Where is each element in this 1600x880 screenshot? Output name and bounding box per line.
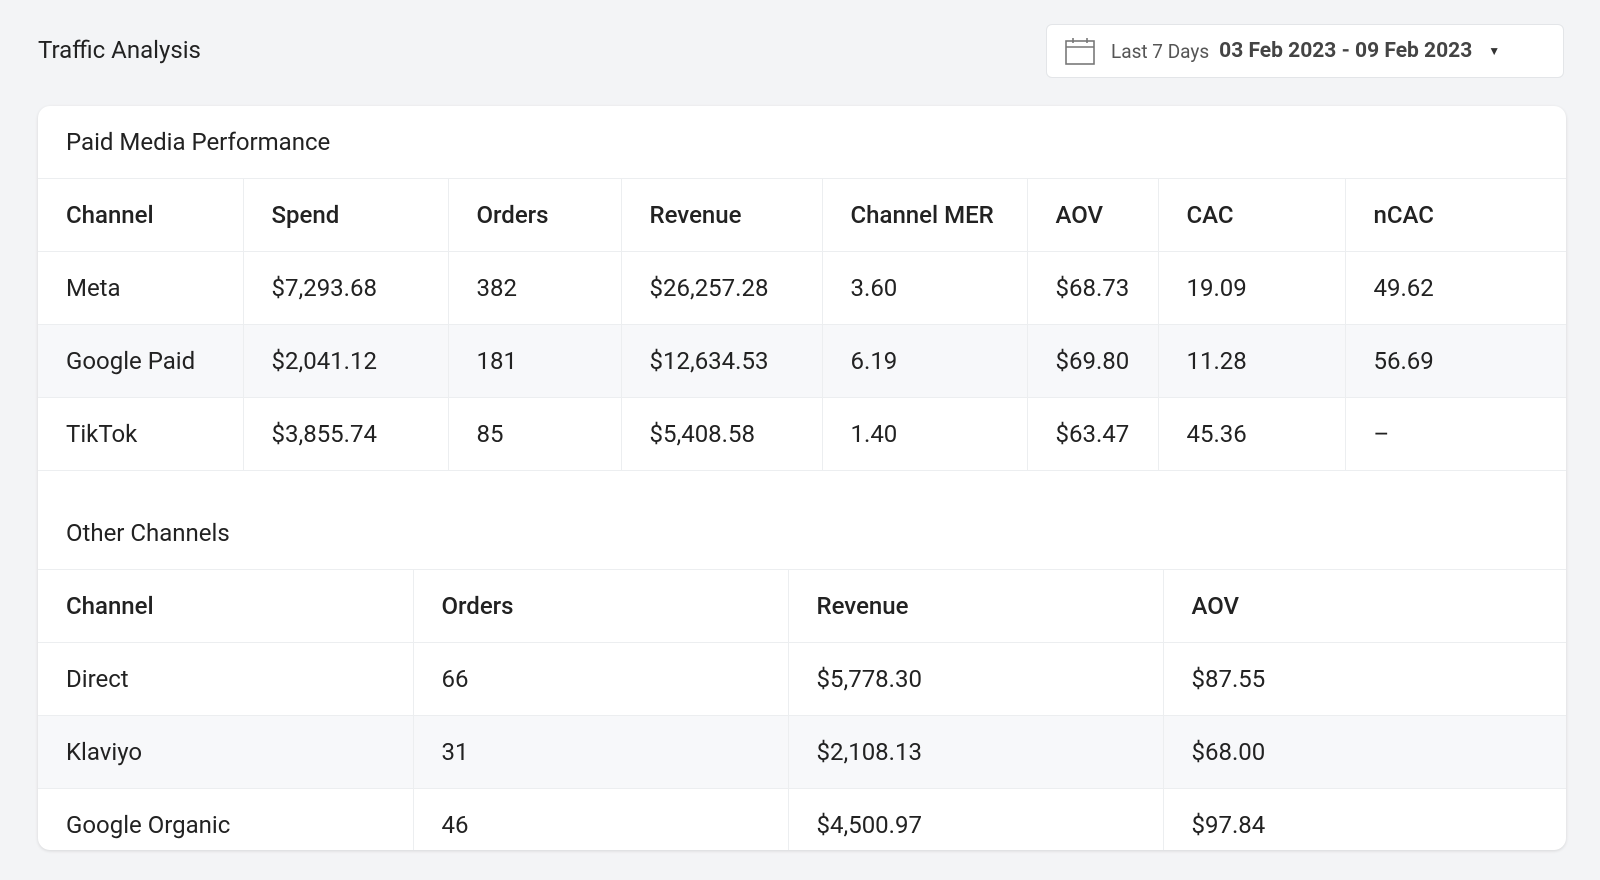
card: Paid Media Performance Channel Spend Order…: [38, 106, 1566, 850]
table-head: Channel Spend Orders Revenue Channel MER AOV C…: [38, 178, 1566, 252]
table-row: Direct 66 $5,778.30 $87.55: [38, 642, 1566, 716]
table-row: TikTok $3,855.74 85 $5,408.58 1.40 $63.47 45.3…: [38, 397, 1566, 471]
column-header: Channel: [38, 569, 413, 643]
table-cell: Direct: [38, 642, 413, 716]
table-cell: $2,041.12: [242, 324, 448, 398]
dropdown-caret: ▼: [1488, 44, 1501, 58]
column-header: Channel: [38, 178, 243, 252]
table-cell: $63.47: [1026, 397, 1158, 471]
column-header: nCAC: [1344, 178, 1566, 252]
calendar-icon: [1065, 38, 1095, 65]
table-body: Direct 66 $5,778.30 $87.55 Klaviyo 31 $2,108.1…: [38, 642, 1566, 850]
table-cell: $87.55: [1162, 642, 1566, 716]
paid-table: Channel Spend Orders Revenue Channel MER AOV C…: [38, 178, 1566, 471]
table-cell: 382: [447, 251, 621, 325]
table-cell: $12,634.53: [620, 324, 822, 398]
column-header: Revenue: [620, 178, 822, 252]
table-cell: 49.62: [1344, 251, 1566, 325]
section-title: Paid Media Performance: [66, 128, 331, 156]
table-cell: Google Organic: [38, 788, 413, 850]
date-preset: Last 7 Days: [1111, 39, 1210, 63]
table-cell: 31: [412, 715, 788, 789]
table-cell: 46: [412, 788, 788, 850]
section-title: Other Channels: [66, 519, 230, 547]
table-row: Meta $7,293.68 382 $26,257.28 3.60 $68.73 19.0…: [38, 251, 1566, 325]
table-cell: $4,500.97: [787, 788, 1163, 850]
date-picker[interactable]: Last 7 Days 03 Feb 2023 - 09 Feb 2023 ▼: [1046, 24, 1564, 78]
date-range: 03 Feb 2023 - 09 Feb 2023: [1219, 39, 1473, 63]
table-row: Google Paid $2,041.12 181 $12,634.53 6.19 $69…: [38, 324, 1566, 398]
column-header: Channel MER: [821, 178, 1027, 252]
table-cell: 66: [412, 642, 788, 716]
column-header: Orders: [447, 178, 621, 252]
table-cell: $68.73: [1026, 251, 1158, 325]
table-cell: $5,778.30: [787, 642, 1163, 716]
table-cell: 56.69: [1344, 324, 1566, 398]
table-cell: TikTok: [38, 397, 243, 471]
column-header: CAC: [1157, 178, 1345, 252]
table-cell: $68.00: [1162, 715, 1566, 789]
table-row: Klaviyo 31 $2,108.13 $68.00: [38, 715, 1566, 789]
table-cell: $26,257.28: [620, 251, 822, 325]
table-cell: $5,408.58: [620, 397, 822, 471]
table-cell: 6.19: [821, 324, 1027, 398]
column-header: AOV: [1026, 178, 1158, 252]
table-cell: 45.36: [1157, 397, 1345, 471]
table-cell: $7,293.68: [242, 251, 448, 325]
header-row: Channel Orders Revenue AOV: [38, 569, 1566, 643]
table-cell: 181: [447, 324, 621, 398]
column-header: Spend: [242, 178, 448, 252]
table-cell: $97.84: [1162, 788, 1566, 850]
table-head: Channel Orders Revenue AOV: [38, 569, 1566, 643]
table-cell: –: [1344, 397, 1566, 471]
page-title: Traffic Analysis: [38, 36, 201, 64]
table-cell: $2,108.13: [787, 715, 1163, 789]
table-cell: Google Paid: [38, 324, 243, 398]
table-cell: 1.40: [821, 397, 1027, 471]
table-cell: $69.80: [1026, 324, 1158, 398]
column-header: Orders: [412, 569, 788, 643]
table-cell: $3,855.74: [242, 397, 448, 471]
column-header: Revenue: [787, 569, 1163, 643]
other-table: Channel Orders Revenue AOV Direct 66 $5,778.30…: [38, 569, 1566, 850]
column-header: AOV: [1162, 569, 1566, 643]
table-cell: 3.60: [821, 251, 1027, 325]
table-cell: 19.09: [1157, 251, 1345, 325]
header-row: Channel Spend Orders Revenue Channel MER AOV C…: [38, 178, 1566, 252]
table-cell: Klaviyo: [38, 715, 413, 789]
table-cell: 85: [447, 397, 621, 471]
table-body: Meta $7,293.68 382 $26,257.28 3.60 $68.73 19.0…: [38, 251, 1566, 471]
table-cell: Meta: [38, 251, 243, 325]
table-row: Google Organic 46 $4,500.97 $97.84: [38, 788, 1566, 850]
table-cell: 11.28: [1157, 324, 1345, 398]
